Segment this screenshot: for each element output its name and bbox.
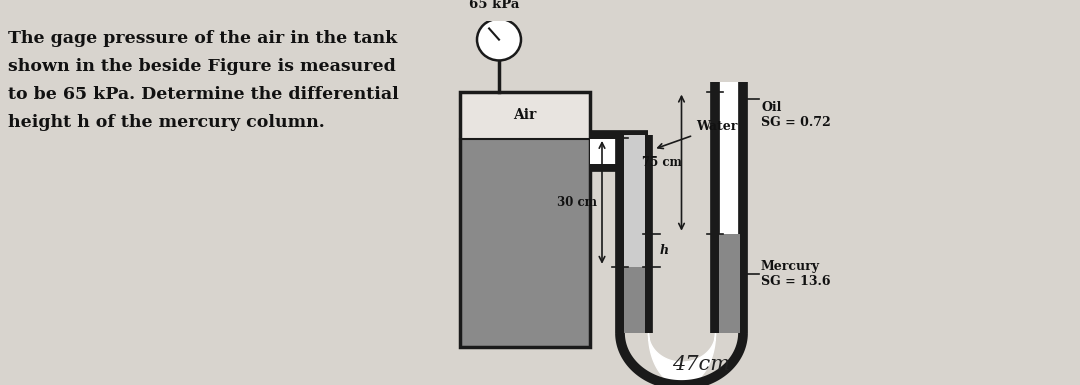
Text: The gage pressure of the air in the tank
shown in the beside Figure is measured
: The gage pressure of the air in the tank… <box>8 30 399 131</box>
Text: 65 kPa: 65 kPa <box>469 0 519 11</box>
Text: Mercury
SG = 13.6: Mercury SG = 13.6 <box>761 260 831 288</box>
Text: h: h <box>660 244 670 257</box>
Bar <box>590 139 648 164</box>
Text: Oil
SG = 0.72: Oil SG = 0.72 <box>761 101 831 129</box>
Text: Air: Air <box>513 108 537 122</box>
Circle shape <box>477 19 521 60</box>
Bar <box>623 135 645 267</box>
Bar <box>718 82 740 333</box>
Bar <box>460 92 590 139</box>
Bar <box>623 267 645 333</box>
Text: 30 cm: 30 cm <box>557 196 597 209</box>
Text: Water: Water <box>658 121 738 149</box>
Text: 47cm: 47cm <box>673 355 730 374</box>
Bar <box>460 139 590 347</box>
Bar <box>623 135 645 333</box>
Bar <box>718 234 740 333</box>
Text: 75 cm: 75 cm <box>642 156 681 169</box>
Bar <box>460 92 590 347</box>
